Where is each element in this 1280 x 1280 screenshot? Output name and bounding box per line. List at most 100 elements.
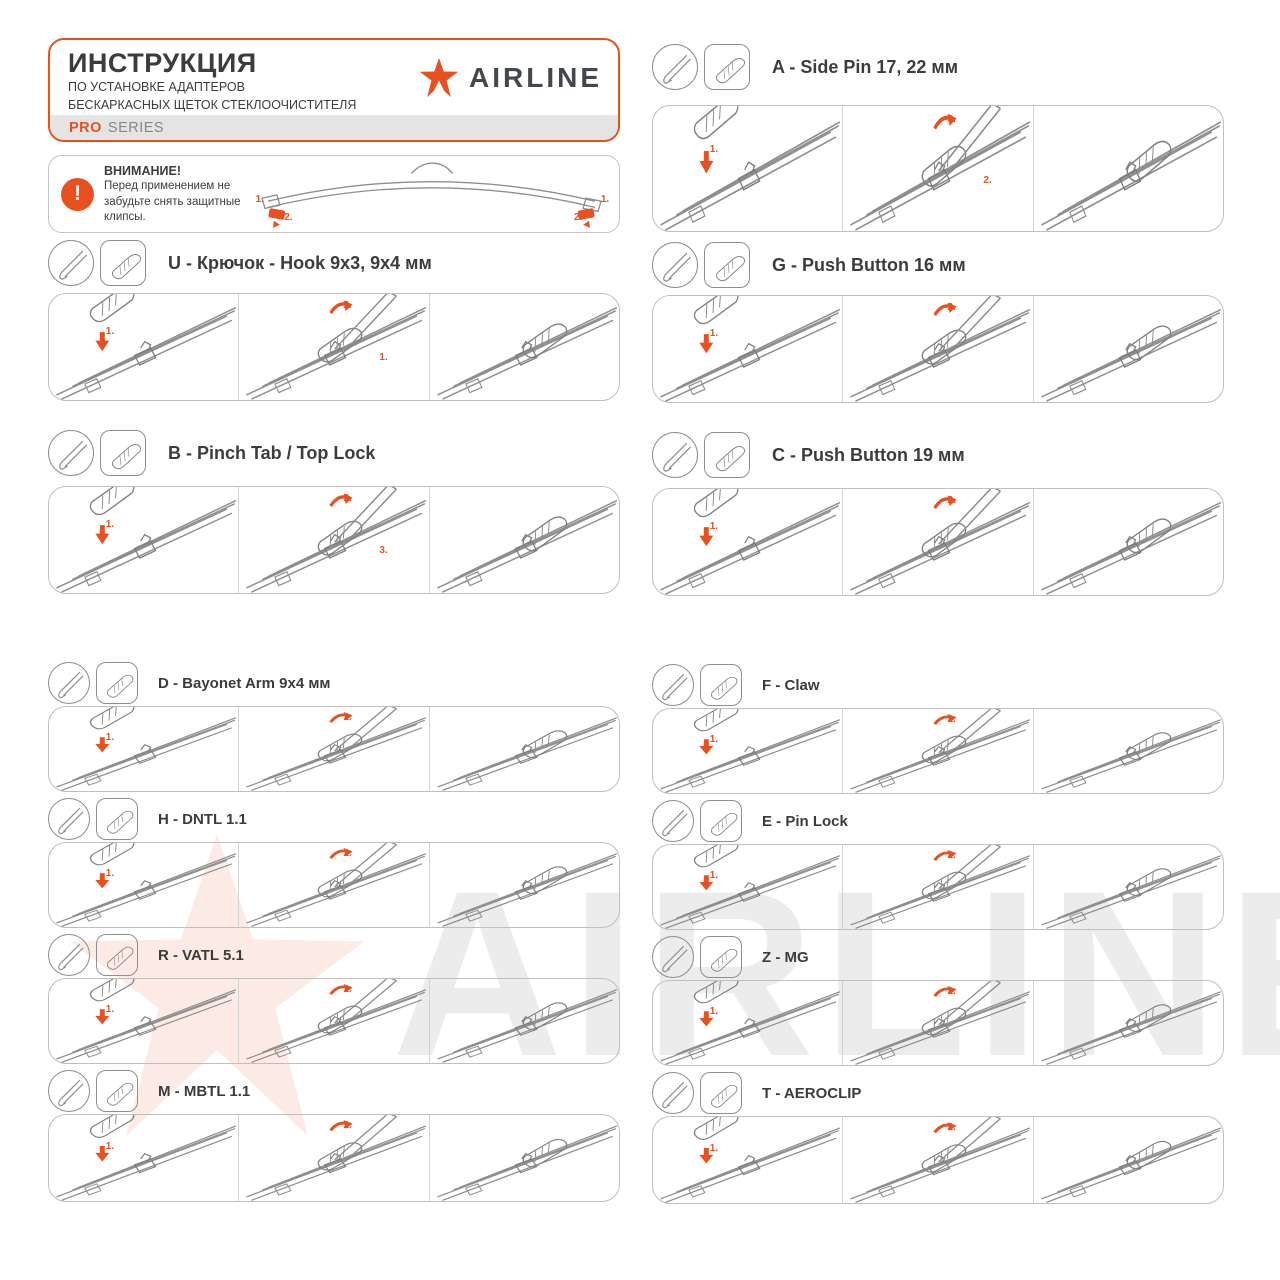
section-title: E - Pin Lock (762, 812, 848, 830)
instruction-panels: 1. 2. 1. (48, 293, 620, 401)
adapter-section-C: C - Push Button 19 мм 1. 2. (652, 432, 1224, 596)
instruction-step-panel: 1. (49, 979, 238, 1063)
section-title: M - MBTL 1.1 (158, 1082, 251, 1100)
step-number: 2. (983, 174, 992, 186)
instruction-step-panel: 2. 3. (238, 487, 428, 593)
adapter-section-F: F - Claw 1. 2. (652, 664, 1224, 794)
step-illustration (436, 1125, 617, 1201)
adapter-icon (96, 662, 138, 704)
step-illustration (436, 717, 617, 791)
header: ИНСТРУКЦИЯ ПО УСТАНОВКЕ АДАПТЕРОВ БЕСКАР… (48, 38, 620, 142)
step-illustration (436, 500, 617, 593)
step-number: 1. (105, 1004, 115, 1016)
wiper-arm-icon (652, 1072, 694, 1114)
warning-text: ВНИМАНИЕ! Перед применением не забудьте … (104, 163, 252, 225)
instruction-panels: 1. 2. (652, 488, 1224, 596)
exclamation-icon: ! (61, 177, 94, 211)
step-number: 1. (105, 1140, 115, 1152)
warning-line-1: Перед применением не (104, 180, 231, 193)
step-illustration (56, 294, 237, 400)
adapter-section-Z: Z - MG 1. 2. (652, 936, 1224, 1066)
wiper-arm-icon (48, 798, 90, 840)
section-title: A - Side Pin 17, 22 мм (772, 56, 959, 77)
wiper-blade-illustration: 1. 2. 1. 2. (252, 156, 611, 232)
step-illustration (660, 489, 841, 595)
step-illustration (56, 843, 237, 927)
instruction-panels: 1. 2. (652, 295, 1224, 403)
instruction-step-panel (428, 707, 619, 791)
step-number: 1. (105, 518, 115, 530)
step-illustration (246, 979, 427, 1063)
step-number: 2. (947, 1122, 956, 1134)
step-illustration (1040, 1127, 1221, 1203)
instruction-step-panel: 1. (49, 707, 238, 791)
instruction-step-panel: 2. (842, 981, 1032, 1065)
instruction-panels: 1. 2. (652, 980, 1224, 1066)
instruction-panels: 1. 2. (48, 706, 620, 792)
step-illustration (850, 845, 1031, 929)
adapter-icon (700, 664, 742, 706)
instruction-step-panel: 2. (238, 979, 428, 1063)
page-subtitle: ПО УСТАНОВКЕ АДАПТЕРОВ БЕСКАРКАСНЫХ ЩЕТО… (68, 79, 356, 114)
adapter-section-U: U - Крючок - Hook 9x3, 9x4 мм 1. 2. 1. (48, 240, 620, 401)
instruction-step-panel: 1. (49, 294, 238, 400)
step-number: 2. (343, 848, 352, 860)
instruction-step-panel: 1. (653, 106, 842, 231)
step-illustration (1040, 991, 1221, 1065)
wiper-arm-icon (48, 240, 94, 286)
instruction-step-panel: 2. (842, 1117, 1032, 1203)
instruction-step-panel: 2. (842, 489, 1032, 595)
adapter-icon (700, 800, 742, 842)
adapter-icon (704, 432, 750, 478)
step-number: 1. (709, 327, 719, 339)
instruction-panels: 1. 2. (48, 1114, 620, 1202)
clip-step-number: 2. (573, 212, 583, 224)
wiper-arm-icon (652, 664, 694, 706)
step-illustration (660, 296, 841, 402)
section-header: H - DNTL 1.1 (48, 798, 620, 840)
instruction-step-panel: 1. (653, 981, 842, 1065)
section-title: G - Push Button 16 мм (772, 254, 966, 275)
section-header: T - AEROCLIP (652, 1072, 1224, 1114)
instruction-step-panel: 1. (653, 489, 842, 595)
step-number: 1. (709, 734, 719, 746)
instruction-step-panel: 2. (238, 1115, 428, 1201)
airline-star-icon (419, 57, 459, 98)
step-illustration (660, 709, 841, 793)
step-number: 2. (343, 300, 352, 312)
section-header: C - Push Button 19 мм (652, 432, 1224, 478)
step-illustration (56, 1115, 237, 1201)
step-illustration (56, 707, 237, 791)
adapter-section-G: G - Push Button 16 мм 1. 2. (652, 242, 1224, 403)
section-header: G - Push Button 16 мм (652, 242, 1224, 288)
instruction-step-panel: 1. (653, 296, 842, 402)
left-column: ИНСТРУКЦИЯ ПО УСТАНОВКЕ АДАПТЕРОВ БЕСКАР… (48, 38, 620, 1202)
section-title: Z - MG (762, 948, 809, 966)
instruction-panels: 1. 2. 3. (48, 486, 620, 594)
adapter-icon (96, 798, 138, 840)
instruction-step-panel (428, 1115, 619, 1201)
step-illustration (246, 1115, 427, 1201)
step-illustration (56, 487, 237, 593)
instruction-step-panel (1032, 106, 1223, 231)
warning-line-3: клипсы. (104, 210, 146, 223)
adapter-section-T: T - AEROCLIP 1. 2. (652, 1072, 1224, 1204)
header-top: ИНСТРУКЦИЯ ПО УСТАНОВКЕ АДАПТЕРОВ БЕСКАР… (50, 40, 618, 114)
instruction-step-panel (428, 843, 619, 927)
instruction-step-panel: 1. (49, 487, 238, 593)
clip-step-number: 1. (255, 194, 264, 205)
step-illustration (660, 106, 841, 231)
page-title: ИНСТРУКЦИЯ (68, 48, 257, 78)
step-illustration (436, 307, 617, 400)
step-illustration (850, 106, 1031, 231)
step-number: 1. (105, 732, 115, 744)
step-number: 3. (379, 545, 388, 557)
step-number: 1. (709, 870, 719, 882)
subtitle-line-1: ПО УСТАНОВКЕ АДАПТЕРОВ (68, 80, 245, 95)
section-title: R - VATL 5.1 (158, 946, 244, 964)
brand-name: AIRLINE (469, 62, 602, 93)
step-number: 2. (343, 712, 352, 724)
step-number: 2. (947, 714, 956, 726)
instruction-step-panel (1032, 1117, 1223, 1203)
